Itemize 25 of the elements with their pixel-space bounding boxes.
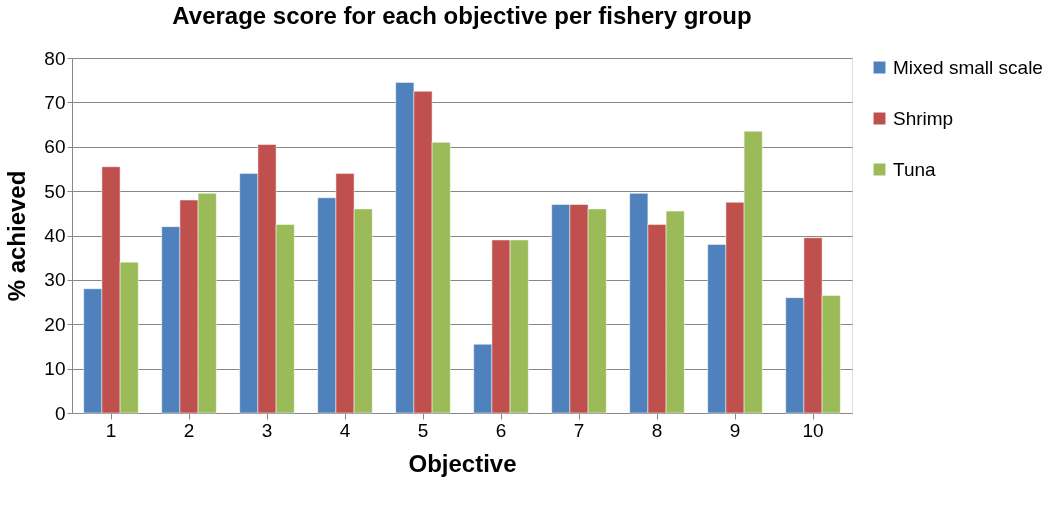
x-tick-label: 3: [261, 419, 273, 441]
x-tick-label: 2: [183, 419, 195, 441]
chart-title: Average score for each objective per fishery group: [172, 2, 752, 29]
x-tick-label: 10: [802, 419, 824, 441]
y-tick-label: 10: [44, 358, 66, 380]
x-tick-label: 5: [417, 419, 429, 441]
y-tick-label: 30: [44, 269, 66, 291]
x-tick-label: 6: [495, 419, 507, 441]
legend-label: Mixed small scale: [893, 56, 1043, 78]
y-axis-title: % achieved: [3, 170, 31, 302]
y-tick-label: 70: [44, 91, 66, 113]
x-tick-label: 8: [651, 419, 663, 441]
y-tick-label: 40: [44, 225, 66, 246]
y-tick-label: 80: [44, 47, 66, 69]
x-tick-label: 4: [339, 419, 351, 441]
y-tick-label: 20: [44, 313, 66, 335]
x-tick-label: 9: [729, 419, 741, 441]
x-axis-title: Objective: [408, 449, 517, 477]
legend-label: Tuna: [893, 158, 937, 180]
legend-label: Shrimp: [893, 107, 954, 129]
x-tick-label: 7: [573, 419, 585, 441]
x-tick-label: 1: [105, 419, 117, 441]
y-tick-label: 60: [44, 136, 66, 158]
y-tick-label: 50: [44, 180, 66, 202]
y-tick-label: 0: [54, 402, 66, 424]
